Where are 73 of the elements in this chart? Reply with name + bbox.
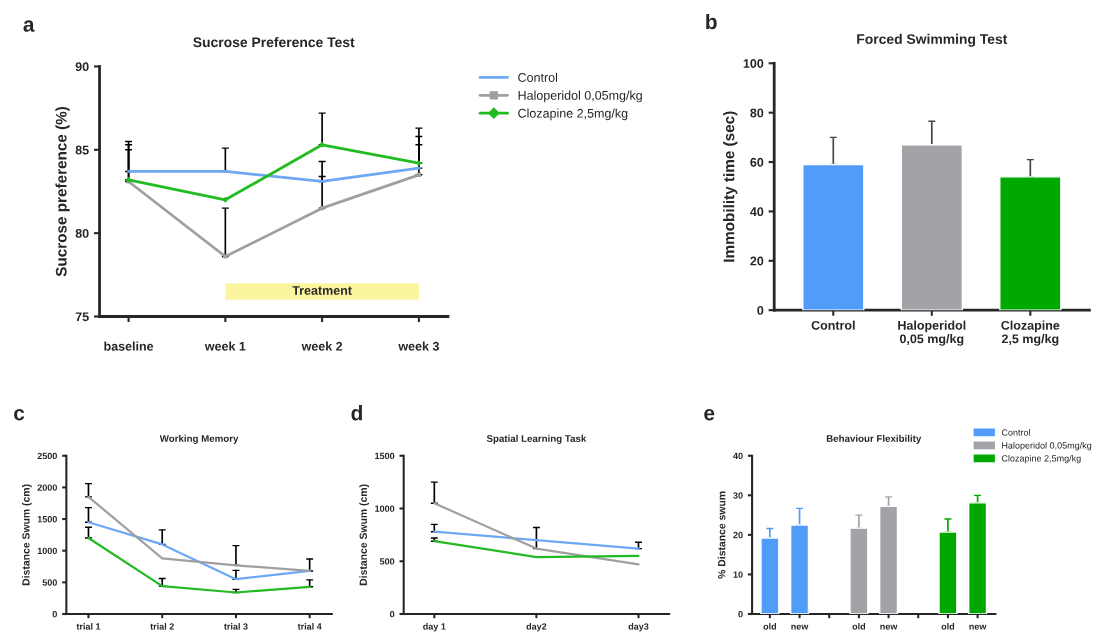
x-tick-label: Clozapine 2,5 mg/kg <box>1001 320 1060 346</box>
y-tick-label: 0 <box>52 610 57 618</box>
y-axis-title: Distance Swum (cm) <box>359 484 370 586</box>
line-series <box>87 495 311 573</box>
band-label: Treatment <box>292 286 352 295</box>
y-axis-title: Distance Swum (cm) <box>21 484 32 586</box>
x-tick-label: baseline <box>104 341 154 351</box>
y-tick-label: 0 <box>757 305 764 315</box>
y-tick-label: 85 <box>75 145 89 155</box>
y-tick-label: 90 <box>75 62 89 72</box>
chart-title: Behaviour Flexibility <box>826 434 922 444</box>
x-tick-label: new <box>969 624 987 630</box>
x-tick-label: day2 <box>526 623 547 632</box>
y-tick-label: 100 <box>743 59 764 68</box>
y-tick-label: 500 <box>42 579 57 586</box>
text: a <box>23 20 35 32</box>
x-tick-label: week 2 <box>301 341 343 351</box>
y-tick-label: 30 <box>733 492 743 499</box>
legend-label: Control <box>1001 429 1030 436</box>
x-tick-label: new <box>880 624 898 630</box>
y-tick-label: 0 <box>390 610 395 618</box>
y-axis-title: % Distance swum <box>717 491 726 579</box>
x-tick-label: week 1 <box>204 341 246 351</box>
legend-label: Haloperidol 0,05mg/kg <box>518 90 642 103</box>
point <box>222 196 229 203</box>
text: e <box>704 409 715 421</box>
text: c <box>14 409 25 421</box>
chart-title: Forced Swimming Test <box>857 33 1008 47</box>
x-tick-label: day3 <box>628 623 649 632</box>
y-tick-label: 40 <box>750 207 764 217</box>
y-axis-title: Sucrose preference (%) <box>55 106 70 277</box>
y-tick-label: 80 <box>75 228 89 238</box>
x-tick-label: new <box>791 624 809 630</box>
y-tick-label: 500 <box>379 558 395 565</box>
x-tick-label: old <box>941 623 955 630</box>
bar <box>999 176 1062 311</box>
y-tick-label: 60 <box>750 157 764 167</box>
chart-title: Sucrose Preference Test <box>193 36 355 48</box>
y-tick-label: 2000 <box>37 484 57 491</box>
x-tick-label: Control <box>811 320 855 330</box>
y-tick-label: 1000 <box>375 505 395 512</box>
bar <box>802 163 865 311</box>
x-tick-label: week 3 <box>398 341 439 351</box>
x-tick-label: trial 1 <box>76 623 101 630</box>
x-tick-label: day 1 <box>423 623 446 632</box>
y-tick-label: 75 <box>75 312 89 322</box>
text: b <box>706 13 717 30</box>
y-axis-title: Immobility time (sec) <box>723 111 738 262</box>
legend-label: Clozapine 2,5mg/kg <box>1001 454 1081 464</box>
y-tick-label: 0 <box>738 610 743 618</box>
legend-label: Haloperidol 0,05mg/kg <box>1002 442 1092 451</box>
y-tick-label: 1500 <box>375 452 395 460</box>
y-tick-label: 10 <box>733 571 743 578</box>
x-tick-label: trial 2 <box>150 623 174 630</box>
y-tick-label: 20 <box>750 256 764 266</box>
x-tick-label: old <box>763 623 777 630</box>
y-tick-label: 20 <box>733 531 743 539</box>
legend-label: Clozapine 2,5mg/kg <box>518 108 628 121</box>
y-tick-label: 80 <box>750 108 764 118</box>
y-tick-label: 2500 <box>37 452 57 460</box>
x-tick-label: trial 4 <box>297 623 322 630</box>
x-tick-label: Haloperidol 0,05 mg/kg <box>898 320 966 346</box>
y-tick-label: 1000 <box>37 547 57 555</box>
y-tick-label: 1500 <box>37 516 57 523</box>
y-tick-label: 40 <box>733 452 743 460</box>
x-tick-label: old <box>852 623 866 630</box>
line-series <box>87 536 311 594</box>
chart-title: Spatial Learning Task <box>486 434 587 444</box>
legend-label: Control <box>518 72 558 82</box>
text: d <box>351 405 362 421</box>
x-tick-label: trial 3 <box>224 623 248 630</box>
bar <box>900 144 964 311</box>
chart-title: Working Memory <box>159 434 239 444</box>
